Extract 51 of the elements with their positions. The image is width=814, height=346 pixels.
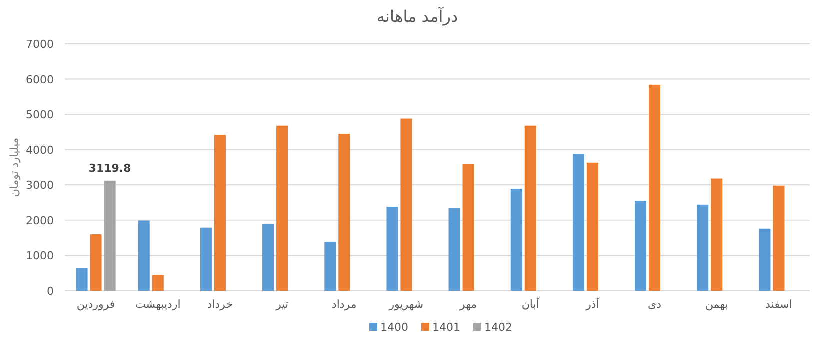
bar — [324, 242, 336, 291]
bar — [152, 275, 164, 291]
bar — [711, 178, 723, 291]
bar — [462, 164, 474, 291]
bar — [90, 234, 102, 291]
bar — [524, 126, 536, 291]
bar — [104, 180, 116, 291]
bar — [200, 228, 212, 291]
bar — [400, 118, 412, 291]
bar — [276, 126, 288, 291]
bar — [214, 135, 226, 291]
y-axis-title: میلیارد تومان — [8, 138, 21, 198]
x-tick-label: تیر — [275, 298, 289, 311]
bar — [510, 189, 522, 291]
y-tick-label: 5000 — [26, 108, 54, 122]
y-tick-label: 2000 — [26, 214, 54, 228]
legend-label: 1400 — [380, 321, 408, 334]
x-tick-label: خرداد — [207, 298, 234, 311]
x-tick-label: اسفند — [765, 298, 792, 311]
x-tick-label: اردیبهشت — [135, 298, 181, 311]
bar — [697, 204, 709, 291]
legend-label: 1402 — [484, 321, 512, 334]
bar — [572, 154, 584, 291]
y-tick-label: 3000 — [26, 179, 54, 192]
x-tick-label: آبان — [522, 297, 540, 311]
x-tick-label: مهر — [459, 298, 478, 311]
y-tick-label: 1000 — [26, 250, 54, 263]
bar — [649, 84, 661, 291]
bar — [262, 224, 274, 291]
chart-title: درآمد ماهانه — [376, 6, 458, 26]
bar — [635, 201, 647, 291]
bar — [76, 268, 88, 291]
bar — [586, 162, 598, 291]
x-tick-label: آذر — [585, 297, 600, 311]
x-tick-label: فروردین — [76, 298, 116, 311]
bar — [386, 207, 398, 291]
y-tick-label: 7000 — [26, 38, 54, 51]
bar — [448, 208, 460, 291]
legend-label: 1401 — [432, 321, 460, 334]
bar — [759, 228, 771, 291]
x-tick-label: مرداد — [332, 298, 357, 311]
x-tick-label: شهریور — [388, 298, 424, 311]
x-tick-label: دی — [648, 298, 662, 311]
x-tick-label: بهمن — [705, 298, 728, 311]
bar — [338, 134, 350, 291]
data-label: 3119.8 — [88, 162, 132, 175]
y-tick-label: 0 — [47, 285, 54, 298]
bar — [138, 220, 150, 291]
y-tick-label: 4000 — [26, 144, 54, 157]
bar — [773, 186, 785, 291]
y-tick-label: 6000 — [26, 73, 54, 86]
